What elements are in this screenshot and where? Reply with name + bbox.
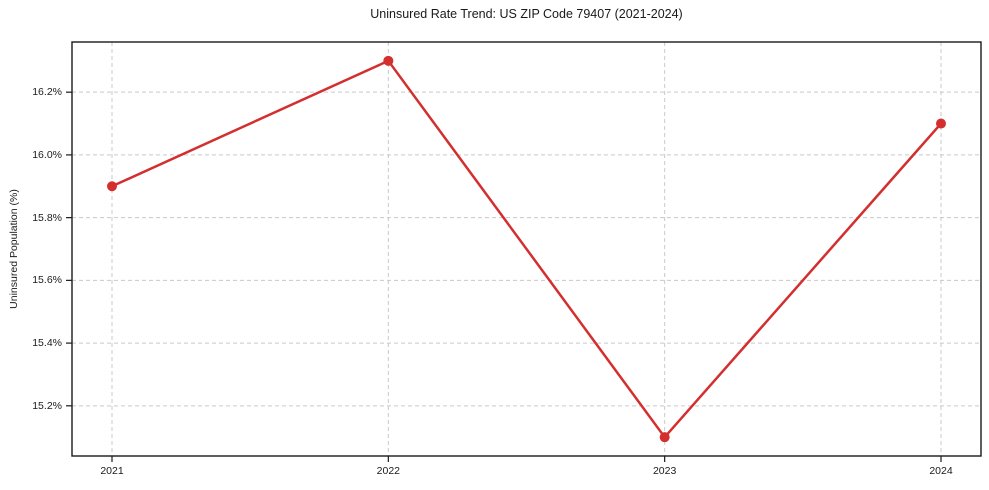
data-point-marker xyxy=(107,181,117,192)
data-point-marker xyxy=(659,432,670,443)
data-point-marker xyxy=(383,55,394,66)
trend-line xyxy=(110,59,943,439)
chart-title: Uninsured Rate Trend: US ZIP Code 79407 … xyxy=(370,7,683,21)
y-tick-label: 15.2% xyxy=(32,399,62,412)
y-tick-label: 16.0% xyxy=(32,148,62,161)
x-tick-label: 2023 xyxy=(652,465,677,477)
x-tick-label: 2022 xyxy=(376,465,400,477)
data-point-marker xyxy=(936,118,946,129)
x-tick-label: 2024 xyxy=(929,465,953,477)
y-tick-label: 15.8% xyxy=(32,211,62,224)
y-tick-label: 16.2% xyxy=(32,86,62,99)
y-tick-label: 15.4% xyxy=(32,337,62,350)
x-tick-label: 2021 xyxy=(100,465,124,477)
plot-border xyxy=(71,41,982,457)
y-tick-label: 15.6% xyxy=(32,274,62,287)
